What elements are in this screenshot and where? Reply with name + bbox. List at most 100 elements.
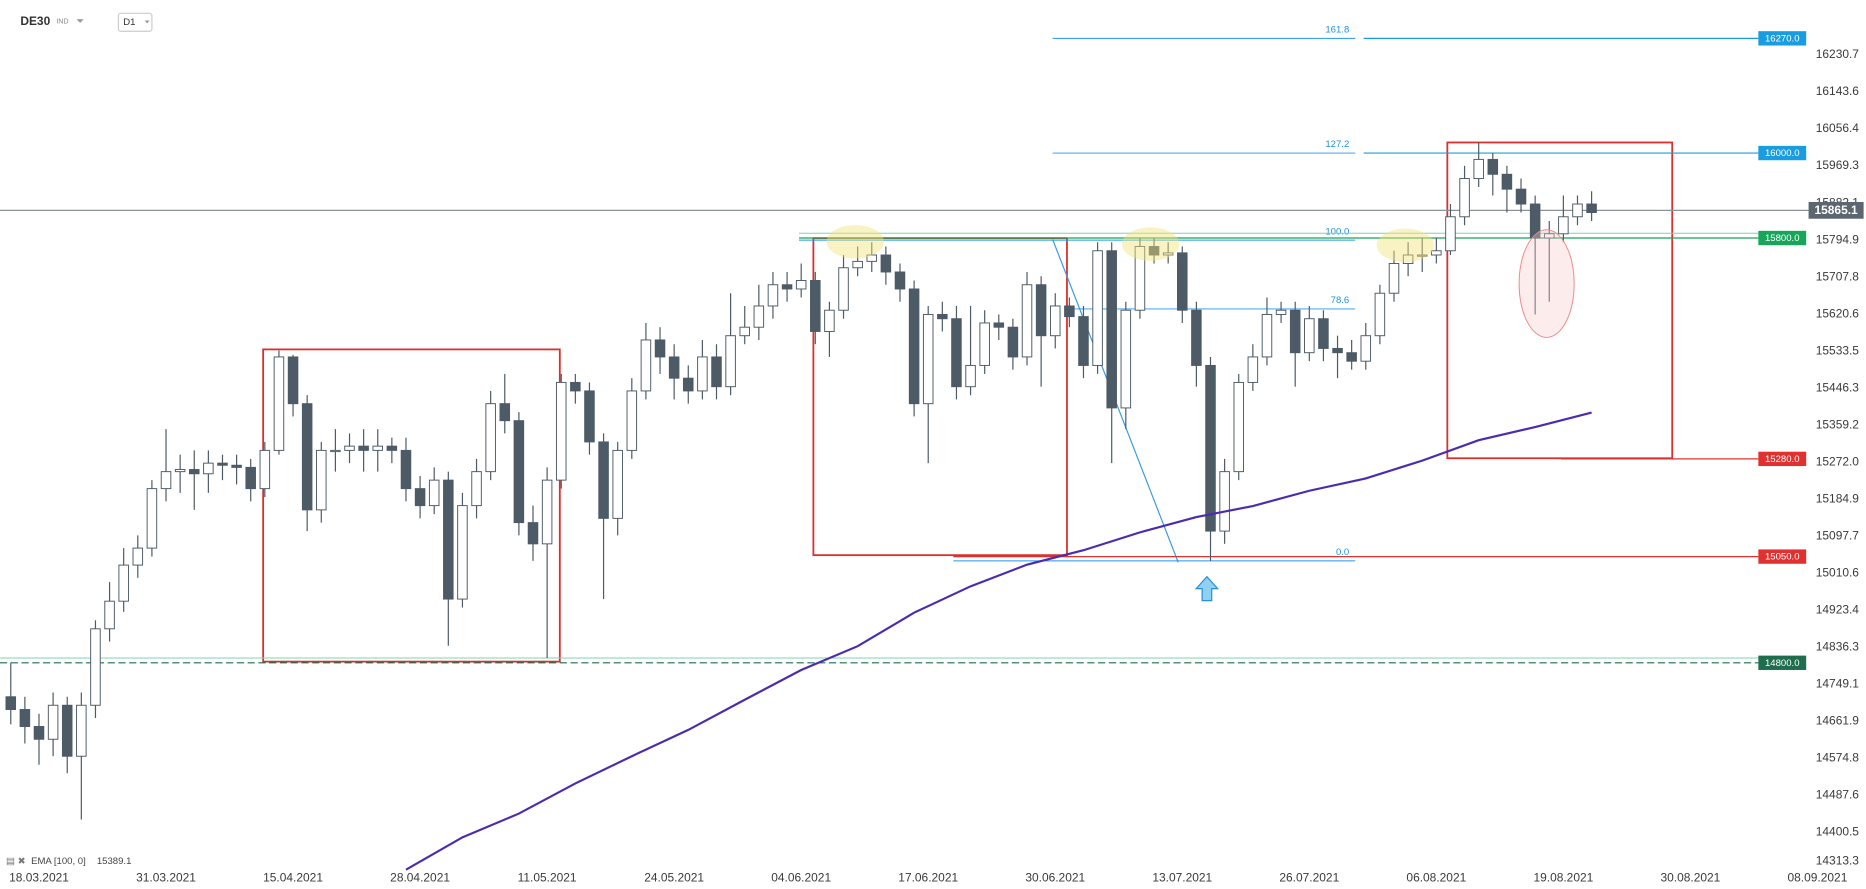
fib-label: 127.2 <box>1325 139 1349 150</box>
candle-body <box>61 704 73 757</box>
candle-body <box>1332 347 1343 354</box>
candle-body <box>1487 158 1499 175</box>
x-tick-label: 15.04.2021 <box>263 870 323 884</box>
fib-label: 0.0 <box>1336 547 1349 558</box>
candle-body <box>471 471 482 507</box>
highlight <box>826 225 884 259</box>
y-tick-label: 14749.1 <box>1816 677 1860 691</box>
candle-body <box>1416 254 1428 257</box>
interval[interactable]: D1 <box>123 17 135 28</box>
fib-label: 100.0 <box>1325 226 1349 237</box>
level-box <box>1758 655 1807 670</box>
candle-body <box>5 696 17 710</box>
x-tick-label: 24.05.2021 <box>644 870 704 884</box>
candle-body <box>852 260 863 269</box>
candle-body <box>725 335 736 388</box>
dropdown[interactable] <box>144 20 150 24</box>
y-tick-label: 15794.9 <box>1816 232 1860 246</box>
candle-body <box>993 322 1005 328</box>
drawings-back: 161.8 127.2 100.0 78.6 0.0 <box>0 25 1809 664</box>
candle-body <box>810 280 821 332</box>
current-price-label: 15865.1 <box>1814 203 1858 217</box>
x-tick-label: 17.06.2021 <box>898 870 958 884</box>
candle-body <box>104 600 115 630</box>
y-tick-label: 15010.6 <box>1816 565 1860 579</box>
y-tick-label: 14661.9 <box>1816 714 1860 728</box>
candle-body <box>1078 316 1089 366</box>
candle-body <box>1177 252 1188 311</box>
candle-body <box>330 449 341 453</box>
candle-body <box>1049 305 1061 337</box>
highlight <box>1121 227 1180 261</box>
candle-body <box>76 704 87 757</box>
x-tick-label: 28.04.2021 <box>390 870 450 884</box>
y-tick-label: 14487.6 <box>1816 788 1860 802</box>
dropdown[interactable] <box>76 19 84 23</box>
candle-body <box>188 469 200 475</box>
candle-body <box>1289 309 1301 354</box>
candle-body <box>513 420 525 524</box>
market: IND <box>56 18 68 26</box>
candle-body <box>880 254 892 273</box>
y-tick-label: 16056.4 <box>1816 121 1860 135</box>
candle-body <box>739 326 750 337</box>
x-tick-label: 06.08.2021 <box>1406 870 1466 884</box>
candle-body <box>1572 203 1583 218</box>
candle-body <box>1529 203 1541 239</box>
drawings-front: DE30 IND D1 ▤ ✖ EMA [100, 0] 15389.1 <box>6 12 1575 867</box>
candle-body <box>894 271 906 290</box>
level-box <box>1758 230 1807 246</box>
x-tick-label: 13.07.2021 <box>1152 870 1212 884</box>
candle-body <box>428 479 440 507</box>
candle-body <box>1191 309 1202 366</box>
candle-body <box>1205 364 1216 532</box>
level-box <box>1758 549 1807 564</box>
candle-body <box>287 356 299 405</box>
candle-body <box>1261 313 1273 358</box>
candle-body <box>1558 216 1569 235</box>
candle-body <box>1162 252 1174 256</box>
candle-body <box>795 280 807 290</box>
candle-body <box>231 464 242 468</box>
candle-body <box>1275 309 1287 315</box>
candle-body <box>626 390 638 451</box>
plot: 16230.716143.616056.415969.315882.115794… <box>5 31 1864 884</box>
candle-body <box>781 284 793 290</box>
candle-body <box>499 403 511 422</box>
highlight <box>1376 228 1435 263</box>
candle-body <box>1318 318 1329 349</box>
y-tick-label: 15533.5 <box>1816 343 1860 357</box>
candle-body <box>1346 352 1357 362</box>
candle-body <box>132 547 144 566</box>
level-label: 15800.0 <box>1765 233 1800 244</box>
indicator-name: EMA [100, 0] <box>31 856 86 867</box>
candle-body <box>711 356 722 388</box>
candle-body <box>1120 309 1132 409</box>
symbol: DE30 <box>20 14 50 28</box>
candle-body <box>866 254 878 262</box>
candle-body <box>1247 356 1259 383</box>
interval-box[interactable] <box>117 12 153 32</box>
fib-label: 78.6 <box>1331 295 1350 306</box>
candle-body <box>160 471 172 490</box>
candle-body <box>1402 254 1414 264</box>
y-tick-label: 15097.7 <box>1816 528 1860 542</box>
level-label: 15280.0 <box>1765 454 1800 465</box>
ema-line <box>405 411 1592 871</box>
y-tick-label: 14574.8 <box>1816 751 1860 765</box>
x-tick-label: 18.03.2021 <box>9 870 69 884</box>
candle-body <box>146 488 158 549</box>
fib-label: 161.8 <box>1325 25 1349 36</box>
candle-body <box>584 390 595 443</box>
candle-body <box>443 479 454 600</box>
candle-body <box>118 564 129 602</box>
y-tick-label: 15620.6 <box>1816 306 1860 320</box>
candle-body <box>47 704 59 740</box>
candle-body <box>951 318 962 388</box>
candle-body <box>527 522 539 545</box>
x-tick-label: 19.08.2021 <box>1533 870 1593 884</box>
y-tick-label: 14923.4 <box>1816 603 1860 617</box>
candle-body <box>1233 381 1244 473</box>
level-box <box>1758 451 1807 467</box>
